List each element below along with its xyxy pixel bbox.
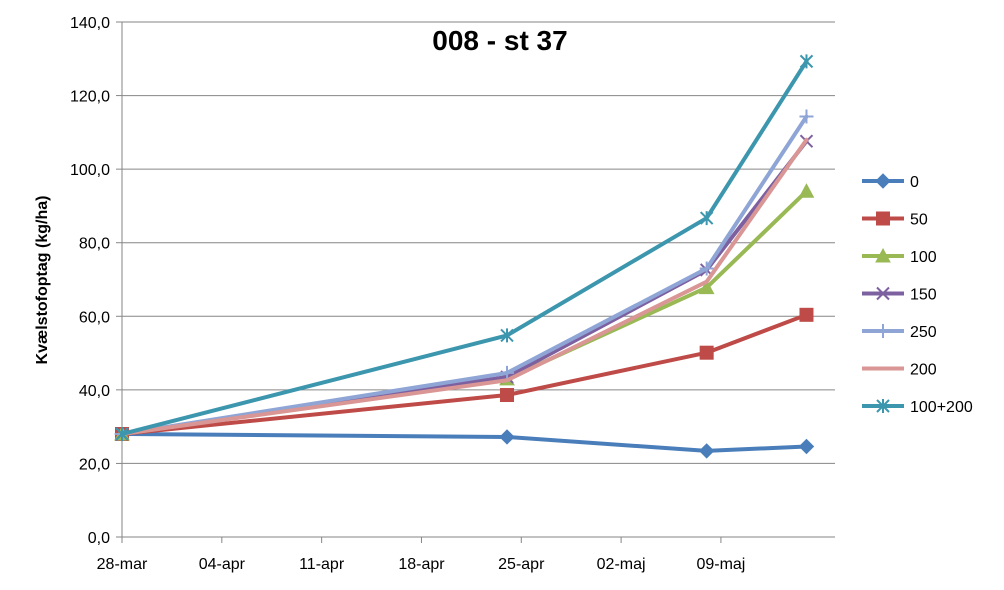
series-0 <box>114 426 815 459</box>
series-50-point <box>500 388 515 403</box>
series-250-point <box>500 365 515 380</box>
legend-swatch-marker <box>876 211 890 226</box>
series-200 <box>120 137 809 436</box>
x-tick-label: 04-apr <box>199 556 246 573</box>
legend-swatch-marker <box>875 173 891 189</box>
chart-title: 008 - st 37 <box>432 25 567 56</box>
legend-item-250: 250 <box>862 324 937 341</box>
series-200-line <box>120 137 809 436</box>
legend-label: 100+200 <box>910 399 973 416</box>
axes <box>116 21 835 543</box>
x-tick-label: 28-mar <box>97 556 148 573</box>
legend-item-100: 100 <box>862 247 937 266</box>
y-tick-label: 60,0 <box>79 309 110 326</box>
series-0-line <box>120 432 809 453</box>
plot-area <box>114 54 815 459</box>
legend-label: 50 <box>910 212 928 229</box>
legend-item-50: 50 <box>862 211 928 229</box>
y-tick-label: 40,0 <box>79 383 110 400</box>
y-tick-label: 0,0 <box>88 530 110 547</box>
legend-swatch-marker <box>876 286 890 301</box>
legend-label: 200 <box>910 362 937 379</box>
series-250-point <box>699 261 714 276</box>
series-50-point <box>699 345 714 360</box>
y-axis-label: Kvælstofoptag (kg/ha) <box>34 196 51 365</box>
legend-swatch-marker <box>875 247 891 263</box>
series-50-line <box>120 312 809 436</box>
legend-item-150: 150 <box>862 287 937 304</box>
y-tick-label: 20,0 <box>79 456 110 473</box>
series-100-200-point <box>115 427 129 441</box>
series-100-200 <box>115 54 814 441</box>
x-tick-label: 25-apr <box>498 556 545 573</box>
x-tick-label: 02-maj <box>597 556 646 573</box>
x-tick-label: 18-apr <box>398 556 445 573</box>
legend-item-200: 200 <box>862 362 937 379</box>
series-100-200-point <box>799 54 814 69</box>
series-0-point <box>698 443 715 459</box>
legend-label: 150 <box>910 287 937 304</box>
legend-label: 250 <box>910 324 937 341</box>
legend-item-100-200: 100+200 <box>862 399 973 416</box>
series-250-point <box>799 109 814 124</box>
legend-item-0: 0 <box>862 173 919 191</box>
legend-swatch-marker <box>876 399 890 413</box>
series-100-point <box>798 183 815 198</box>
y-tick-label: 100,0 <box>70 162 110 179</box>
x-tick-label: 09-maj <box>696 556 745 573</box>
legend: 0 50 100 150 250 200 100+200 <box>862 173 973 416</box>
series-0-point <box>499 429 515 445</box>
series-0-point <box>798 438 815 455</box>
series-100-200-point <box>699 211 714 226</box>
legend-label: 100 <box>910 249 937 266</box>
gridlines <box>122 21 835 464</box>
y-tick-label: 140,0 <box>70 15 110 32</box>
y-tick-labels: 0,0 20,0 40,0 60,0 80,0 100,0 120,0 140,0 <box>70 15 110 547</box>
legend-swatch-marker <box>876 324 890 338</box>
series-100-200-line <box>120 59 809 436</box>
legend-label: 0 <box>910 174 919 191</box>
x-tick-label: 11-apr <box>299 556 345 573</box>
series-50-point <box>799 307 814 322</box>
y-tick-label: 120,0 <box>70 89 110 106</box>
y-tick-label: 80,0 <box>79 236 110 253</box>
series-100-point <box>698 279 715 295</box>
series-250 <box>115 109 814 441</box>
x-tick-labels: 28-mar 04-apr 11-apr 18-apr 25-apr 02-maj 09-m… <box>97 556 746 573</box>
series-100-200-point <box>500 328 514 343</box>
series-250-line <box>120 114 809 436</box>
series-100 <box>114 183 815 441</box>
